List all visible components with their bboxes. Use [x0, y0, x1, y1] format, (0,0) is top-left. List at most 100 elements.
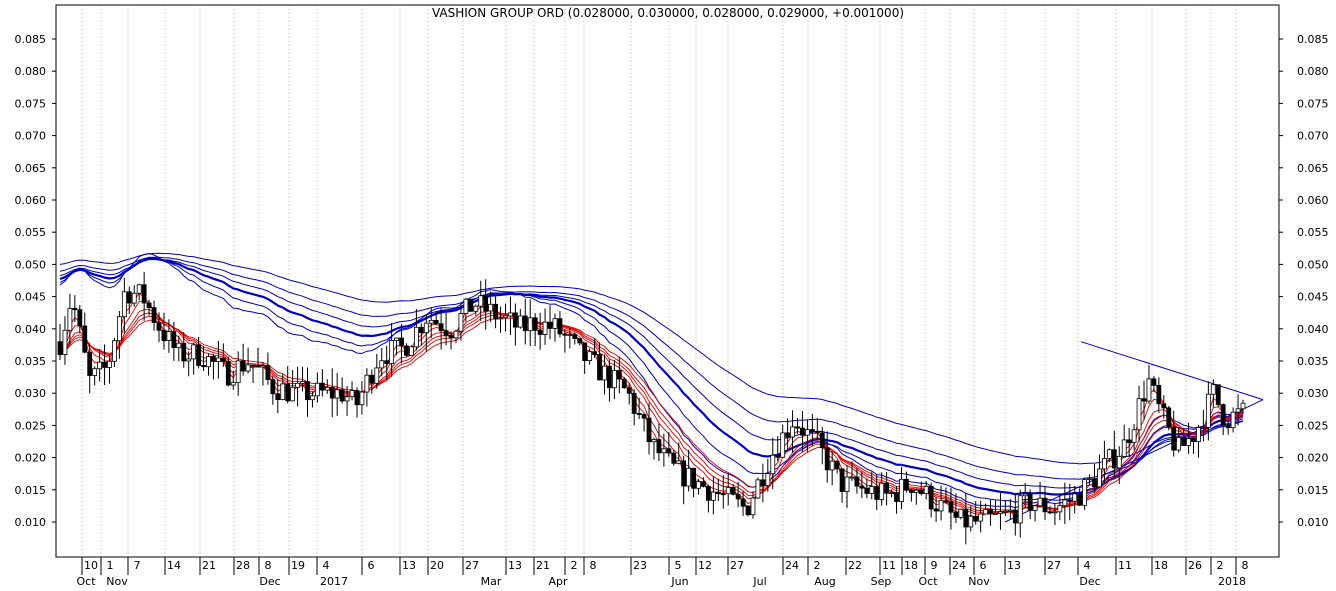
x-day-label: 11 — [882, 559, 896, 572]
candle-body — [745, 505, 751, 516]
candle-body — [572, 334, 578, 339]
candle-body — [1072, 493, 1078, 502]
candle-body — [765, 473, 771, 486]
candle-body — [814, 430, 820, 434]
candle-body — [631, 392, 637, 414]
x-day-label: 2 — [1217, 559, 1224, 572]
candle-body — [1022, 493, 1028, 497]
candle-body — [839, 468, 845, 492]
candle-body — [1205, 393, 1211, 428]
candle-body — [869, 486, 875, 494]
candle-body — [1111, 449, 1117, 469]
x-day-label: 2 — [571, 559, 578, 572]
candle-body — [1210, 384, 1216, 395]
trendlines — [1004, 341, 1264, 523]
candle-body — [522, 315, 528, 332]
candle-body — [611, 370, 617, 389]
candle-body — [557, 318, 563, 335]
x-month-label: Mar — [481, 575, 502, 588]
candle-body — [379, 360, 385, 369]
candle-body — [508, 312, 513, 317]
candle-body — [92, 368, 98, 376]
candle-body — [394, 337, 399, 341]
candle-body — [730, 487, 736, 495]
candle-body — [418, 326, 424, 334]
y-tick-label-left: 0.070 — [15, 130, 47, 143]
candle-body — [290, 386, 296, 402]
candle-body — [1156, 384, 1162, 405]
candle-body — [666, 448, 672, 454]
candle-body — [1146, 378, 1152, 402]
candle-body — [1037, 497, 1043, 507]
candle-body — [1097, 468, 1102, 488]
candle-body — [597, 354, 602, 381]
x-month-label: Nov — [106, 575, 128, 588]
candle-body — [1166, 407, 1172, 428]
candle-body — [988, 509, 993, 515]
y-tick-label-right: 0.040 — [1297, 323, 1329, 336]
candle-body — [230, 382, 236, 386]
candle-body — [136, 284, 142, 294]
candle-body — [686, 467, 692, 487]
candle-body — [1240, 402, 1246, 410]
candle-body — [968, 515, 974, 528]
candle-body — [532, 317, 538, 331]
y-tick-label-right: 0.070 — [1297, 130, 1329, 143]
candle-body — [443, 330, 449, 336]
candle-body — [681, 460, 687, 487]
candle-body — [1116, 456, 1122, 469]
candle-body — [1141, 398, 1147, 402]
candle-body — [448, 335, 454, 339]
x-day-label: 4 — [1084, 559, 1091, 572]
candle-body — [998, 511, 1003, 514]
y-tick-label-right: 0.050 — [1297, 258, 1329, 271]
candle-body — [319, 382, 325, 391]
candle-body — [1003, 510, 1008, 513]
candle-body — [1032, 505, 1038, 511]
candle-body — [592, 351, 597, 355]
candle-body — [72, 307, 78, 311]
candle-body — [156, 322, 162, 331]
candle-body — [1225, 424, 1231, 429]
candle-body — [701, 481, 706, 487]
candle-body — [805, 429, 810, 436]
candle-body — [1087, 478, 1092, 481]
candle-body — [621, 378, 627, 389]
candle-body — [953, 511, 959, 518]
candle-body — [1047, 511, 1053, 514]
long-term-average — [59, 258, 1244, 489]
candle-body — [562, 333, 568, 336]
candle-body — [884, 482, 890, 494]
candle-body — [1067, 499, 1073, 502]
candle-body — [384, 360, 390, 364]
x-day-label: 6 — [368, 559, 375, 572]
candle-body — [641, 414, 647, 419]
candle-body — [577, 338, 583, 344]
candle-body — [250, 364, 256, 367]
long-term-average — [59, 252, 1244, 465]
candle-body — [626, 387, 632, 394]
candle-body — [948, 501, 954, 513]
x-month-label: Aug — [814, 575, 835, 588]
candle-body — [780, 432, 786, 458]
x-month-label: Nov — [968, 575, 990, 588]
candle-body — [849, 476, 855, 479]
candle-body — [913, 489, 919, 493]
candle-body — [329, 386, 335, 399]
candle-body — [943, 500, 949, 503]
candle-body — [280, 383, 286, 401]
x-day-label: 13 — [402, 559, 416, 572]
candle-body — [191, 344, 197, 360]
candle-body — [656, 439, 662, 454]
candle-body — [374, 367, 380, 384]
x-day-label: 11 — [1118, 559, 1132, 572]
lower-trendline — [1004, 399, 1264, 523]
y-tick-label-right: 0.055 — [1297, 226, 1329, 239]
candle-body — [983, 509, 989, 515]
candle-body — [260, 365, 266, 368]
candle-body — [413, 326, 419, 348]
y-tick-label-right: 0.010 — [1297, 516, 1329, 529]
candle-body — [933, 508, 939, 512]
candle-body — [859, 485, 865, 489]
candle-body — [334, 389, 340, 399]
